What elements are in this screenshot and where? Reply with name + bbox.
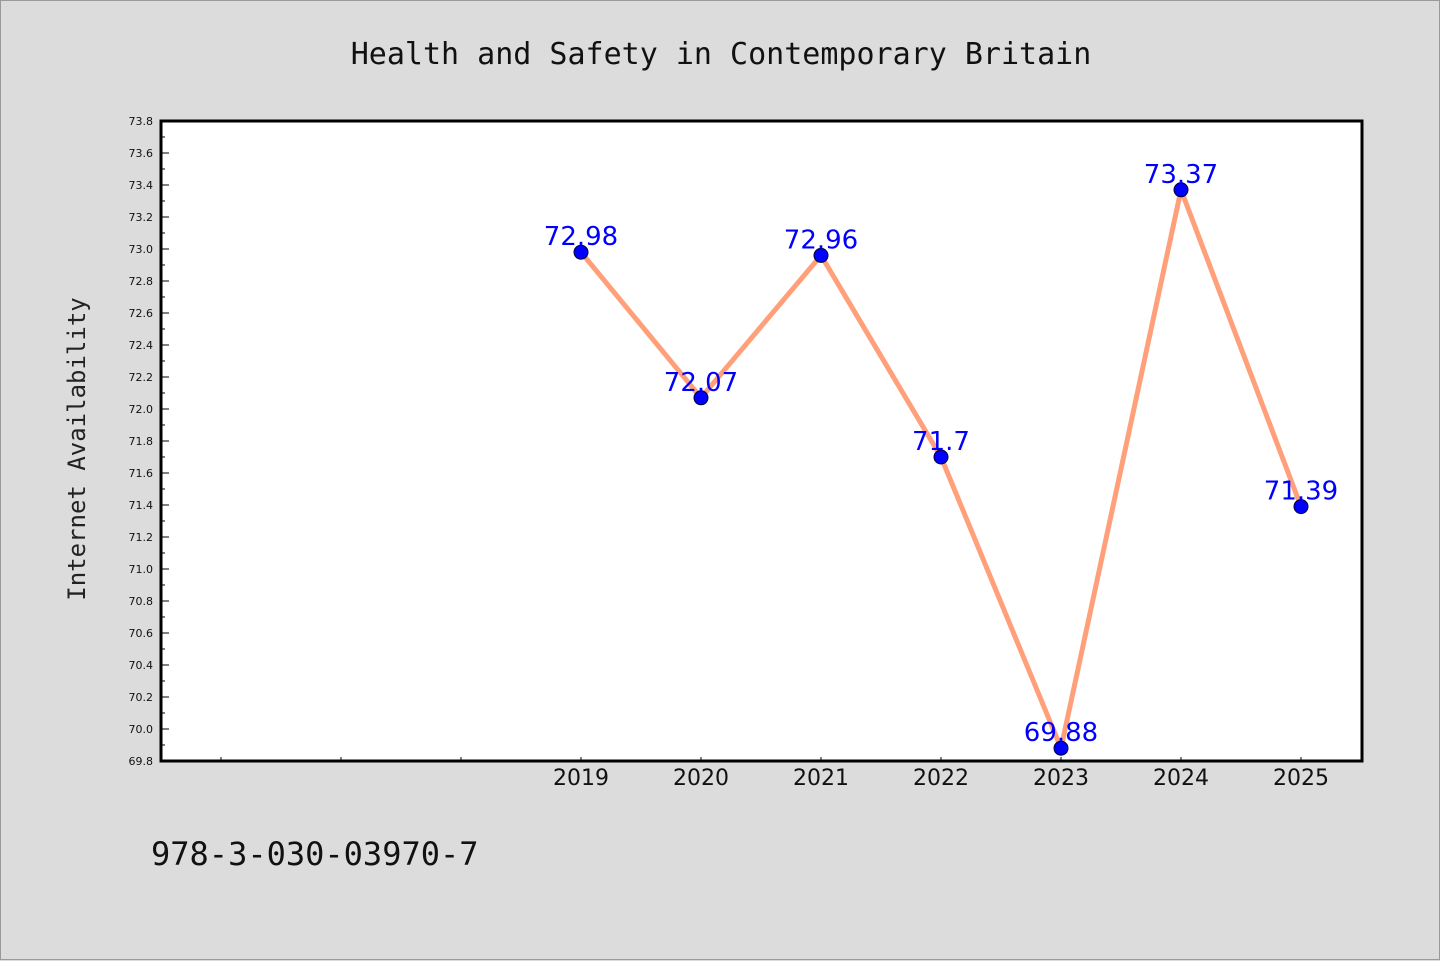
isbn-footer: 978-3-030-03970-7	[151, 835, 479, 873]
y-tick-label: 69.8	[129, 755, 154, 768]
data-point	[1173, 182, 1189, 198]
data-label: 72.98	[544, 222, 618, 252]
y-tick-label: 72.8	[129, 275, 154, 288]
data-point	[813, 247, 829, 263]
data-label: 73.37	[1144, 160, 1218, 190]
x-tick-label: 2022	[913, 766, 969, 791]
y-tick-label: 71.2	[129, 531, 154, 544]
y-axis: 69.8 70.0 70.2 70.4 70.6 70.8 71.0 71.2 71.4 71.6…	[129, 115, 169, 768]
data-label: 69.88	[1024, 718, 1098, 748]
y-tick-label: 70.0	[129, 723, 154, 736]
y-tick-label: 73.8	[129, 115, 154, 128]
data-labels: 72.98 72.07 72.96 71.7 69.88 73.37 71.39	[544, 160, 1338, 748]
data-point	[933, 449, 949, 465]
x-tick-label: 2021	[793, 766, 849, 791]
y-tick-label: 73.4	[129, 179, 154, 192]
y-tick-label: 70.4	[129, 659, 154, 672]
series-layer	[573, 180, 1309, 757]
y-tick-label: 73.2	[129, 211, 154, 224]
y-axis-label: Internet Availability	[63, 297, 91, 600]
x-axis: 2019 2020 2021 2022 2023 2024 2025	[220, 757, 1329, 791]
y-tick-label: 71.0	[129, 563, 154, 576]
y-tick-label: 71.8	[129, 435, 154, 448]
x-tick-label: 2019	[553, 766, 609, 791]
data-label: 71.39	[1264, 477, 1338, 507]
y-tick-label: 73.6	[129, 147, 154, 160]
y-tick-label: 72.6	[129, 307, 154, 320]
data-label: 71.7	[912, 427, 970, 457]
y-tick-label: 72.0	[129, 403, 154, 416]
plot-area	[159, 119, 1364, 763]
y-tick-label: 72.2	[129, 371, 154, 384]
y-tick-label: 71.4	[129, 499, 154, 512]
data-point	[693, 390, 709, 406]
x-tick-label: 2020	[673, 766, 729, 791]
data-point	[1293, 499, 1309, 515]
y-tick-label: 73.0	[129, 243, 154, 256]
x-tick-label: 2025	[1273, 766, 1329, 791]
y-tick-label: 71.6	[129, 467, 154, 480]
y-tick-label: 70.8	[129, 595, 154, 608]
x-tick-label: 2023	[1033, 766, 1089, 791]
chart-title: Health and Safety in Contemporary Britai…	[351, 37, 1092, 72]
x-tick-label: 2024	[1153, 766, 1209, 791]
data-point	[1053, 740, 1069, 756]
data-label: 72.96	[784, 225, 858, 255]
data-point	[573, 244, 589, 260]
y-tick-label: 70.2	[129, 691, 154, 704]
y-tick-label: 72.4	[129, 339, 154, 352]
data-label: 72.07	[664, 368, 738, 398]
y-tick-label: 70.6	[129, 627, 154, 640]
